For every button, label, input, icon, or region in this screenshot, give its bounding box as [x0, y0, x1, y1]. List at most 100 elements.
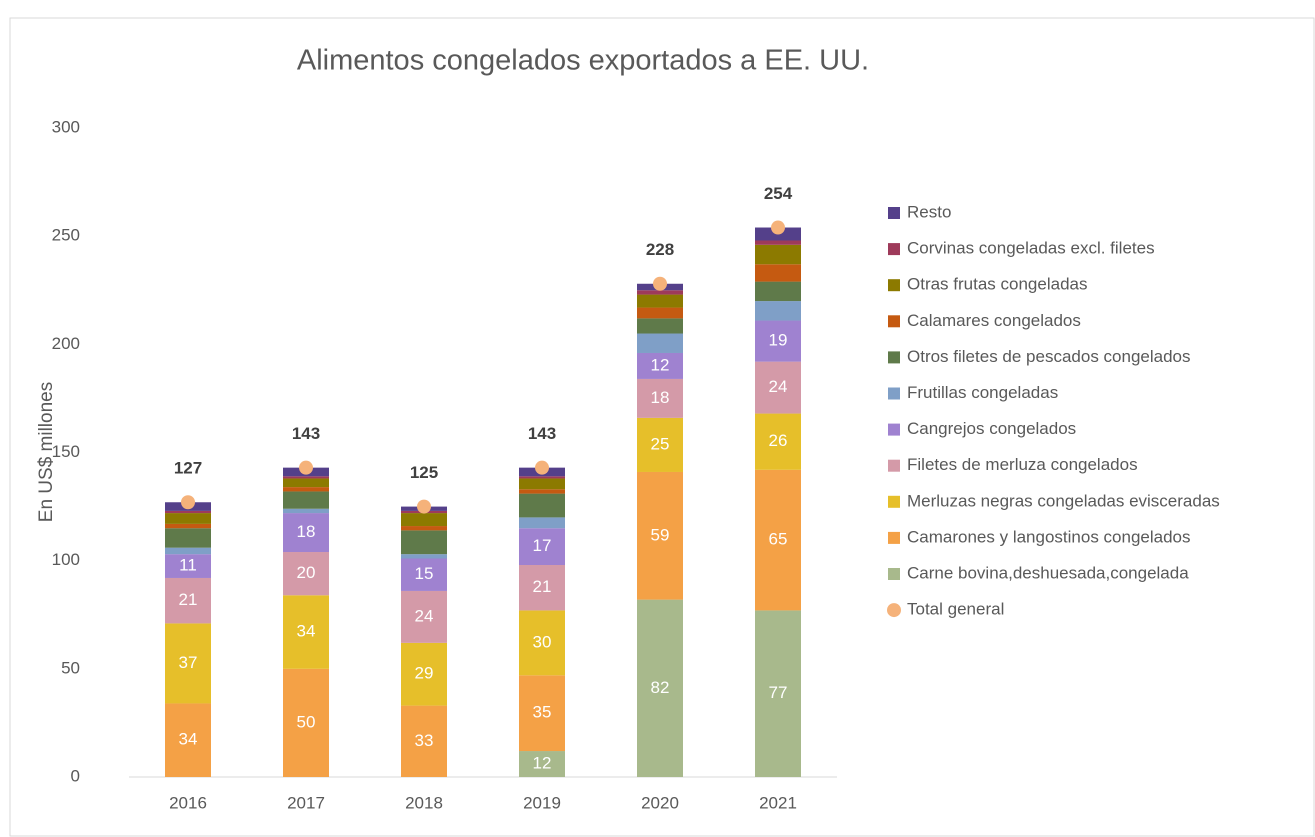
x-tick-label: 2019: [523, 793, 561, 812]
bar-segment: [755, 281, 801, 302]
bar-segment: [283, 487, 329, 492]
bar-segment: [755, 320, 801, 362]
data-label: 15: [415, 564, 434, 583]
total-marker: [771, 220, 785, 235]
total-label: 127: [174, 459, 202, 478]
legend-swatch: [888, 459, 900, 472]
bar-segment: [755, 264, 801, 282]
data-label: 19: [769, 331, 788, 350]
data-label: 17: [533, 536, 552, 555]
bar-segment: [755, 610, 801, 777]
y-axis-label: En US$ millones: [36, 382, 57, 522]
data-label: 21: [179, 590, 198, 609]
bar-segment: [519, 493, 565, 518]
legend-swatch: [888, 423, 900, 436]
bar-segment: [519, 564, 565, 611]
data-label: 12: [533, 754, 552, 773]
legend-label: Otros filetes de pescados congelados: [907, 347, 1191, 366]
bar-segment: [283, 478, 329, 488]
bar-segment: [401, 530, 447, 555]
data-label: 50: [297, 712, 316, 731]
x-tick-label: 2016: [169, 793, 207, 812]
total-marker: [299, 460, 313, 475]
total-label: 228: [646, 240, 674, 259]
data-label: 59: [651, 525, 670, 544]
bar-segment: [401, 554, 447, 559]
bar-segment: [283, 476, 329, 479]
bar-segment: [519, 528, 565, 565]
legend-label: Camarones y langostinos congelados: [907, 527, 1191, 546]
data-label: 29: [415, 664, 434, 683]
data-label: 33: [415, 731, 434, 750]
bar-segment: [165, 510, 211, 514]
legend-label: Frutillas congeladas: [907, 383, 1058, 402]
total-label: 254: [764, 184, 793, 203]
bar-segment: [401, 513, 447, 527]
bar-segment: [283, 595, 329, 669]
bar-segment: [637, 290, 683, 295]
legend-label: Carne bovina,deshuesada,congelada: [907, 563, 1189, 582]
bar-segment: [401, 590, 447, 643]
bar-segment: [637, 471, 683, 600]
bar-segment: [401, 558, 447, 591]
bar-segment: [165, 623, 211, 704]
data-label: 65: [769, 530, 788, 549]
bar-segment: [755, 361, 801, 414]
data-label: 34: [297, 622, 316, 641]
bar-segment: [401, 642, 447, 706]
legend-label: Calamares congelados: [907, 311, 1081, 330]
legend-label: Filetes de merluza congelados: [907, 455, 1138, 474]
bar-segment: [283, 668, 329, 777]
legend-label: Resto: [907, 202, 951, 221]
bar-segment: [637, 352, 683, 379]
bar-segment: [519, 610, 565, 676]
bar-segment: [165, 528, 211, 548]
data-label: 25: [651, 434, 670, 453]
x-tick-label: 2017: [287, 793, 325, 812]
total-marker: [181, 495, 195, 510]
legend-label: Corvinas congeladas excl. filetes: [907, 239, 1155, 258]
data-label: 24: [415, 606, 434, 625]
y-tick-label: 0: [71, 766, 80, 785]
legend-label: Otras frutas congeladas: [907, 275, 1087, 294]
bar-segment: [283, 491, 329, 509]
data-label: 37: [179, 653, 198, 672]
total-label: 143: [528, 424, 556, 443]
chart-title: Alimentos congelados exportados a EE. UU…: [297, 45, 869, 77]
legend-label: Merluzas negras congeladas evisceradas: [907, 491, 1220, 510]
legend-swatch: [888, 387, 900, 400]
bar-segment: [755, 244, 801, 265]
data-label: 24: [769, 377, 788, 396]
legend-swatch: [887, 603, 901, 618]
total-label: 143: [292, 424, 320, 443]
bar-segment: [165, 523, 211, 529]
bar-segment: [283, 513, 329, 553]
legend-label: Total general: [907, 600, 1004, 619]
y-tick-label: 150: [52, 442, 80, 461]
data-label: 35: [533, 703, 552, 722]
total-label: 125: [410, 463, 438, 482]
total-marker: [653, 276, 667, 291]
bar-segment: [401, 526, 447, 531]
data-label: 18: [297, 522, 316, 541]
bar-segment: [519, 675, 565, 752]
bar-segment: [519, 751, 565, 777]
bar-segment: [519, 476, 565, 479]
legend-swatch: [888, 243, 900, 256]
bar-segment: [519, 489, 565, 494]
y-tick-label: 50: [61, 658, 80, 677]
data-label: 82: [651, 678, 670, 697]
y-tick-label: 100: [52, 550, 80, 569]
data-label: 77: [769, 683, 788, 702]
legend-swatch: [888, 531, 900, 544]
data-label: 30: [533, 632, 552, 651]
bar-segment: [519, 478, 565, 490]
legend-swatch: [888, 568, 900, 580]
bar-segment: [637, 318, 683, 334]
bar-segment: [637, 307, 683, 319]
bar-segment: [755, 240, 801, 245]
legend-swatch: [888, 495, 900, 508]
data-label: 11: [179, 556, 197, 575]
x-tick-label: 2020: [641, 793, 679, 812]
